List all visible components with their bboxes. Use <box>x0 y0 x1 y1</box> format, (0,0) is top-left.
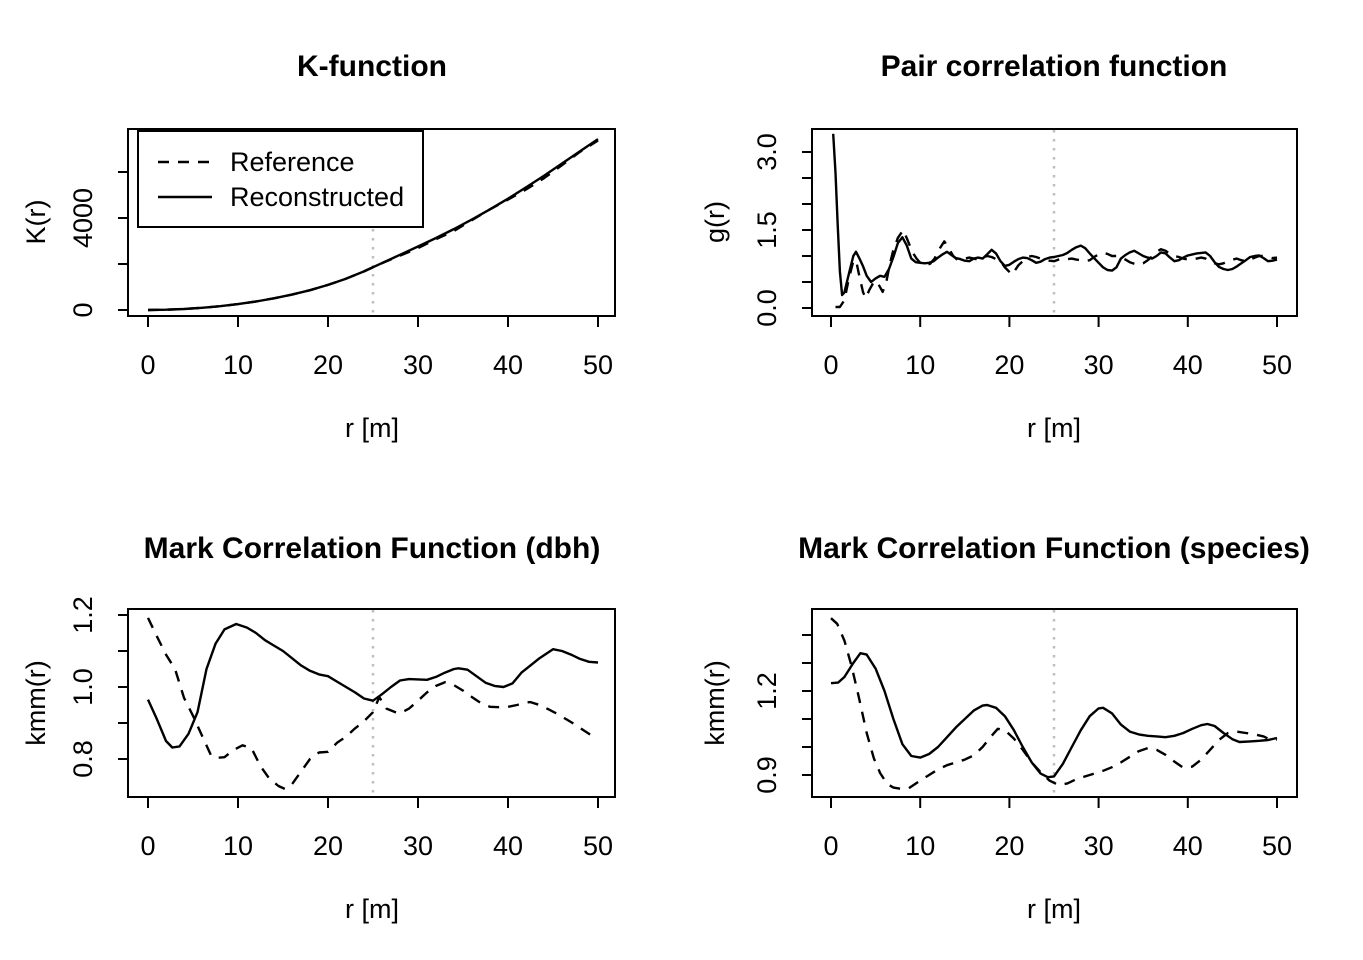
reconstructed-curve <box>832 133 1278 297</box>
x-tick-label: 30 <box>1084 831 1114 861</box>
legend-box <box>137 130 424 228</box>
y-axis-label: kmm(r) <box>700 660 730 745</box>
x-tick-label: 30 <box>403 350 433 380</box>
reference-curve <box>835 228 1278 309</box>
panel-title: Mark Correlation Function (dbh) <box>144 532 601 565</box>
curves <box>147 138 599 312</box>
x-axis-label: r [m] <box>345 413 399 443</box>
x-tick-label: 10 <box>905 350 935 380</box>
x-tick-label: 30 <box>1084 350 1114 380</box>
x-tick-label: 40 <box>493 831 523 861</box>
legend-label-reconstructed: Reconstructed <box>230 182 404 212</box>
curves <box>830 617 1278 791</box>
y-axis-label: g(r) <box>700 201 730 243</box>
x-tick-label: 0 <box>823 350 838 380</box>
y-tick-label: 1.5 <box>752 211 782 249</box>
y-tick-label: 1.0 <box>68 668 98 706</box>
plot-box <box>127 608 616 798</box>
x-axis-label: r [m] <box>1027 413 1081 443</box>
x-tick-label: 20 <box>994 831 1024 861</box>
plot-box <box>811 128 1298 317</box>
reconstructed-curve <box>146 622 599 749</box>
x-axis-label: r [m] <box>345 894 399 924</box>
reference-curve <box>830 617 1278 791</box>
x-ticks: 0 10 20 30 40 50 <box>823 317 1292 380</box>
y-tick-label: 0.0 <box>752 289 782 327</box>
x-ticks: 0 10 20 30 40 50 <box>823 798 1292 861</box>
x-tick-label: 50 <box>583 831 613 861</box>
x-axis-label: r [m] <box>1027 894 1081 924</box>
reconstructed-curve <box>830 652 1278 779</box>
x-tick-label: 40 <box>1173 831 1203 861</box>
x-tick-label: 30 <box>403 831 433 861</box>
y-tick-label: 4000 <box>68 188 98 248</box>
x-tick-label: 20 <box>313 831 343 861</box>
y-ticks: 0.0 1.5 3.0 <box>752 133 811 327</box>
x-tick-label: 10 <box>223 350 253 380</box>
x-tick-label: 50 <box>1262 350 1292 380</box>
x-tick-label: 10 <box>223 831 253 861</box>
reference-curve <box>146 617 599 791</box>
x-tick-label: 50 <box>1262 831 1292 861</box>
panel-mark-correlation-species: Mark Correlation Function (species) 0 10 2… <box>700 532 1310 924</box>
y-axis-label: K(r) <box>21 200 51 245</box>
curves <box>832 133 1278 309</box>
x-tick-label: 0 <box>140 831 155 861</box>
panel-title: Mark Correlation Function (species) <box>798 532 1310 565</box>
x-tick-label: 10 <box>905 831 935 861</box>
panel-mark-correlation-dbh: Mark Correlation Function (dbh) 0 10 20 30 4… <box>21 532 616 924</box>
x-tick-label: 20 <box>313 350 343 380</box>
x-tick-label: 0 <box>823 831 838 861</box>
panel-title: K-function <box>297 50 447 83</box>
plot-box <box>127 128 616 317</box>
x-tick-label: 0 <box>140 350 155 380</box>
panel-pair-correlation: Pair correlation function 0 10 20 30 40 50 0.… <box>700 50 1298 443</box>
plot-box <box>811 608 1298 798</box>
x-tick-label: 40 <box>493 350 523 380</box>
y-tick-label: 1.2 <box>68 596 98 634</box>
x-ticks: 0 10 20 30 40 50 <box>140 798 613 861</box>
y-ticks: 0.8 1.0 1.2 <box>68 596 127 778</box>
y-tick-label: 3.0 <box>752 133 782 171</box>
legend-label-reference: Reference <box>230 147 355 177</box>
x-tick-label: 50 <box>583 350 613 380</box>
reconstructed-curve <box>147 138 599 312</box>
x-ticks: 0 10 20 30 40 50 <box>140 317 613 380</box>
y-tick-label: 0.8 <box>68 740 98 778</box>
y-axis-label: kmm(r) <box>21 660 51 745</box>
y-ticks: 0 4000 <box>68 171 127 318</box>
y-tick-label: 0.9 <box>752 756 782 794</box>
x-tick-label: 20 <box>994 350 1024 380</box>
y-tick-label: 1.2 <box>752 672 782 710</box>
y-ticks: 0.9 1.2 <box>752 634 811 794</box>
panel-title: Pair correlation function <box>881 50 1228 83</box>
x-tick-label: 40 <box>1173 350 1203 380</box>
legend: Reference Reconstructed <box>137 130 424 228</box>
curves <box>146 617 599 791</box>
y-tick-label: 0 <box>68 302 98 317</box>
